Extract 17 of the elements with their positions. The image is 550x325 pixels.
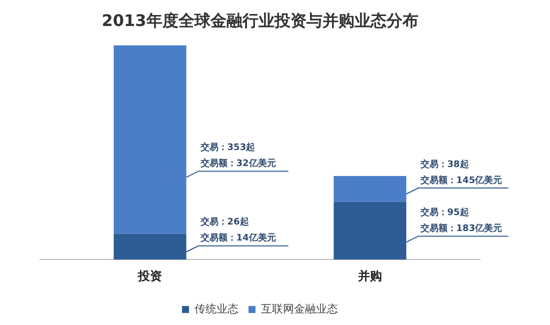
bar xyxy=(114,234,186,260)
x-tick-label: 并购 xyxy=(357,268,382,283)
annotation: 交易额：32亿美元 xyxy=(199,158,276,170)
bar xyxy=(114,45,186,234)
legend-label: 互联网金融业态 xyxy=(261,302,338,316)
legend-label: 传统业态 xyxy=(194,302,238,316)
chart-title: 2013年度全球金融行业投资与并购业态分布 xyxy=(102,10,418,30)
annotation: 交易额：183亿美元 xyxy=(419,223,502,234)
annotation: 交易：95起 xyxy=(419,207,469,218)
annotation: 交易额：145亿美元 xyxy=(419,174,502,186)
annotation: 交易：353起 xyxy=(199,142,256,154)
annotation: 交易额：14亿美元 xyxy=(199,232,276,244)
x-tick-label: 投资 xyxy=(137,268,162,283)
bar xyxy=(334,202,406,260)
annotation: 交易：26起 xyxy=(199,216,249,228)
bar xyxy=(334,176,406,202)
annotation: 交易：38起 xyxy=(419,158,469,170)
